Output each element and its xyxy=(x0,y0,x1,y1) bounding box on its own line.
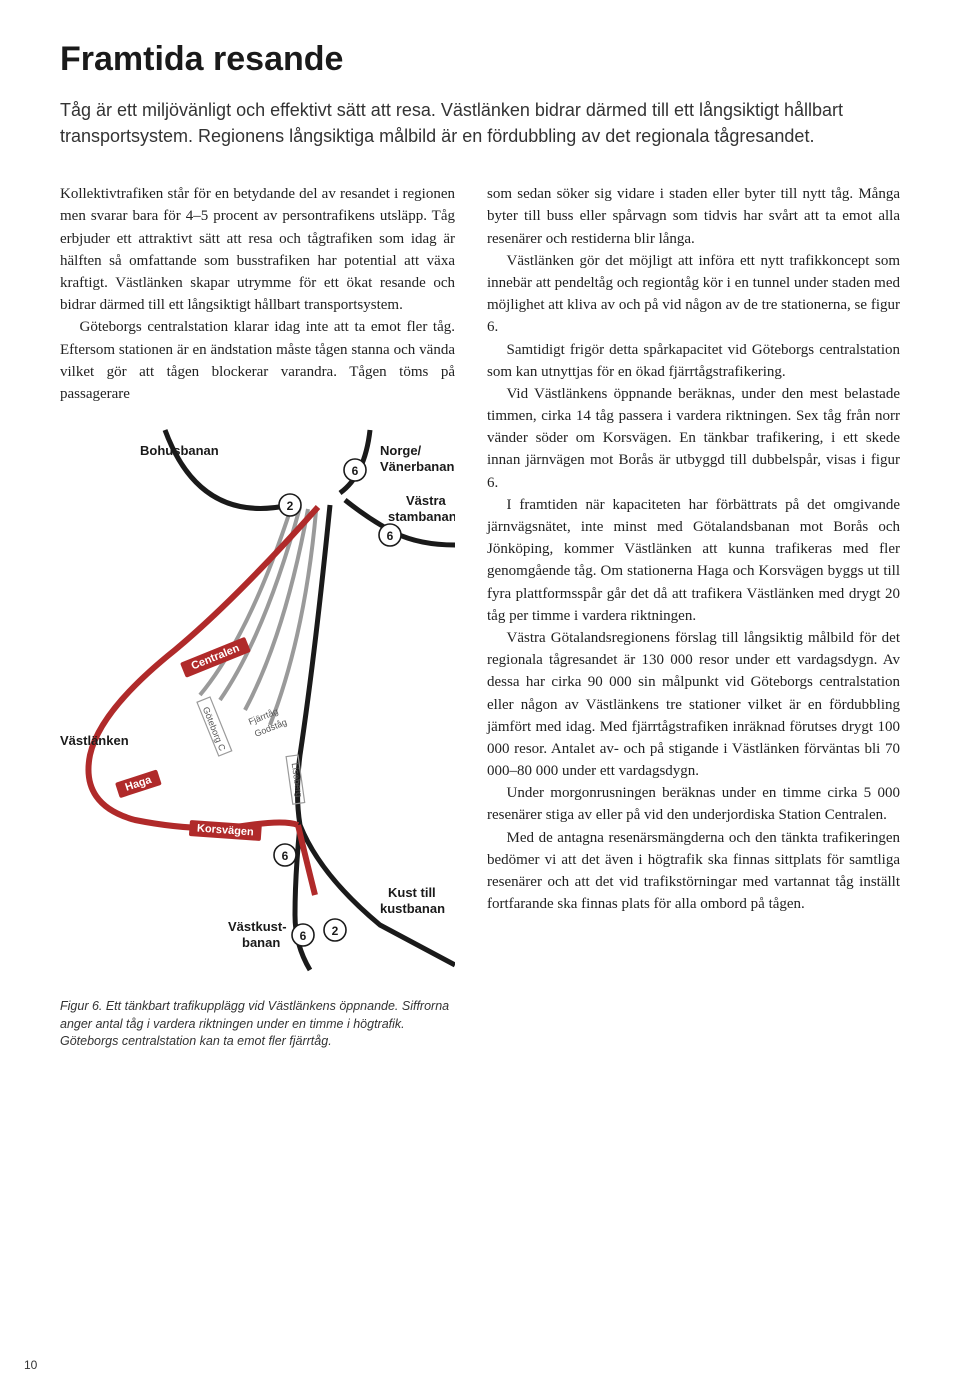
label-liseberg: Liseberg xyxy=(290,762,305,798)
station-haga: Haga xyxy=(115,769,162,798)
paragraph: Under morgonrusningen beräknas under en … xyxy=(487,782,900,826)
count-circle: 6 xyxy=(274,844,296,866)
lead-paragraph: Tåg är ett miljövänligt och effektivt sä… xyxy=(60,97,880,149)
paragraph: som sedan söker sig vidare i staden elle… xyxy=(487,183,900,250)
label-vastra: Västra xyxy=(406,493,447,508)
label-vastkust: Västkust- xyxy=(228,919,287,934)
track-grey3 xyxy=(245,509,308,710)
paragraph: Kollektivtrafiken står för en betydande … xyxy=(60,183,455,316)
right-column: som sedan söker sig vidare i staden elle… xyxy=(487,183,900,1050)
count-circle: 6 xyxy=(379,524,401,546)
figure-caption: Figur 6. Ett tänkbart trafikupplägg vid … xyxy=(60,998,455,1051)
count-circle: 2 xyxy=(279,494,301,516)
paragraph: Västra Götalandsregionens förslag till l… xyxy=(487,627,900,782)
left-column: Kollektivtrafiken står för en betydande … xyxy=(60,183,455,1050)
svg-text:6: 6 xyxy=(352,464,359,478)
count-circle: 6 xyxy=(344,459,366,481)
label-stambanan: stambanan xyxy=(388,509,455,524)
track-bohusbanan xyxy=(165,430,290,508)
label-vanerbanan: Vänerbanan xyxy=(380,459,454,474)
svg-text:6: 6 xyxy=(300,929,307,943)
left-body-text: Kollektivtrafiken står för en betydande … xyxy=(60,183,455,405)
paragraph: Västlänken gör det möjligt att införa et… xyxy=(487,250,900,339)
svg-text:2: 2 xyxy=(287,499,294,513)
svg-text:6: 6 xyxy=(387,529,394,543)
svg-text:6: 6 xyxy=(282,849,289,863)
page-number: 10 xyxy=(24,1358,37,1372)
label-vastlanken: Västlänken xyxy=(60,733,129,748)
label-kustbanan: kustbanan xyxy=(380,901,445,916)
label-banan: banan xyxy=(242,935,280,950)
svg-text:2: 2 xyxy=(332,924,339,938)
paragraph: Med de antagna resenärsmängderna och den… xyxy=(487,827,900,916)
label-kust: Kust till xyxy=(388,885,436,900)
paragraph: Vid Västlänkens öppnande beräknas, under… xyxy=(487,383,900,494)
count-circle: 6 xyxy=(292,924,314,946)
paragraph: Göteborgs centralstation klarar idag int… xyxy=(60,316,455,405)
label-norge: Norge/ xyxy=(380,443,422,458)
paragraph: Samtidigt frigör detta spårkapacitet vid… xyxy=(487,339,900,383)
count-circle: 2 xyxy=(324,919,346,941)
page-title: Framtida resande xyxy=(60,40,900,79)
rail-diagram: Centralen Haga Korsvägen Göteborg C xyxy=(60,425,455,985)
figure-6: Centralen Haga Korsvägen Göteborg C xyxy=(60,425,455,1051)
two-column-layout: Kollektivtrafiken står för en betydande … xyxy=(60,183,900,1050)
paragraph: I framtiden när kapaciteten har förbättr… xyxy=(487,494,900,627)
label-bohusbanan: Bohusbanan xyxy=(140,443,219,458)
